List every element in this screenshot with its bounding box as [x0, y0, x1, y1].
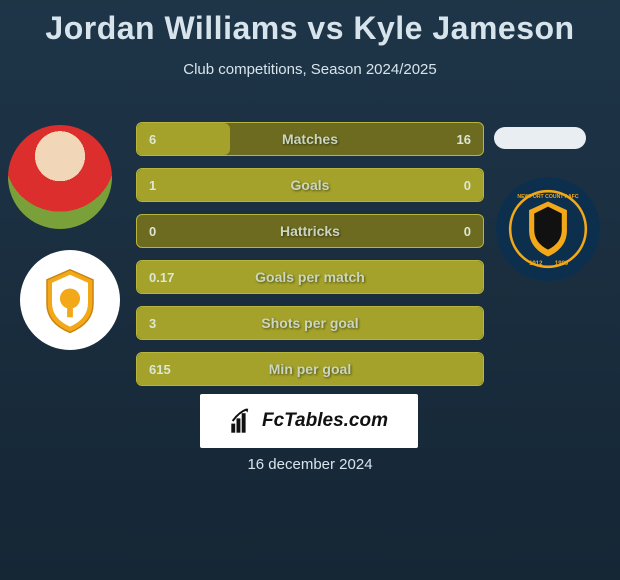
stat-row: 0Hattricks0: [136, 214, 484, 248]
svg-text:NEWPORT COUNTY AFC: NEWPORT COUNTY AFC: [517, 194, 579, 200]
stat-right-value: 16: [457, 132, 471, 147]
newport-county-badge-icon: NEWPORT COUNTY AFC 1912 1989: [505, 186, 591, 272]
stat-label: Hattricks: [137, 223, 483, 239]
stat-right-value: 0: [464, 224, 471, 239]
player1-photo: [8, 125, 112, 229]
stat-label: Goals per match: [137, 269, 483, 285]
stat-right-value: 0: [464, 178, 471, 193]
stat-row: 6Matches16: [136, 122, 484, 156]
fctables-branding: FcTables.com: [200, 394, 418, 448]
stat-row: 0.17Goals per match: [136, 260, 484, 294]
player2-club-badge: NEWPORT COUNTY AFC 1912 1989: [496, 177, 600, 281]
stat-label: Shots per goal: [137, 315, 483, 331]
fctables-logo-icon: [230, 408, 256, 434]
stat-label: Min per goal: [137, 361, 483, 377]
stat-row: 1Goals0: [136, 168, 484, 202]
stat-label: Matches: [137, 131, 483, 147]
svg-text:1912: 1912: [529, 261, 543, 267]
snapshot-date: 16 december 2024: [0, 456, 620, 473]
mk-dons-badge-icon: [34, 264, 106, 336]
player2-photo: [494, 127, 586, 149]
subtitle: Club competitions, Season 2024/2025: [0, 61, 620, 78]
branding-text: FcTables.com: [262, 410, 388, 432]
player1-club-badge: [20, 250, 120, 350]
stat-row: 615Min per goal: [136, 352, 484, 386]
comparison-title: Jordan Williams vs Kyle Jameson: [0, 0, 620, 47]
stat-label: Goals: [137, 177, 483, 193]
stat-row: 3Shots per goal: [136, 306, 484, 340]
svg-text:1989: 1989: [555, 261, 569, 267]
stats-comparison-list: 6Matches161Goals00Hattricks00.17Goals pe…: [136, 122, 484, 398]
